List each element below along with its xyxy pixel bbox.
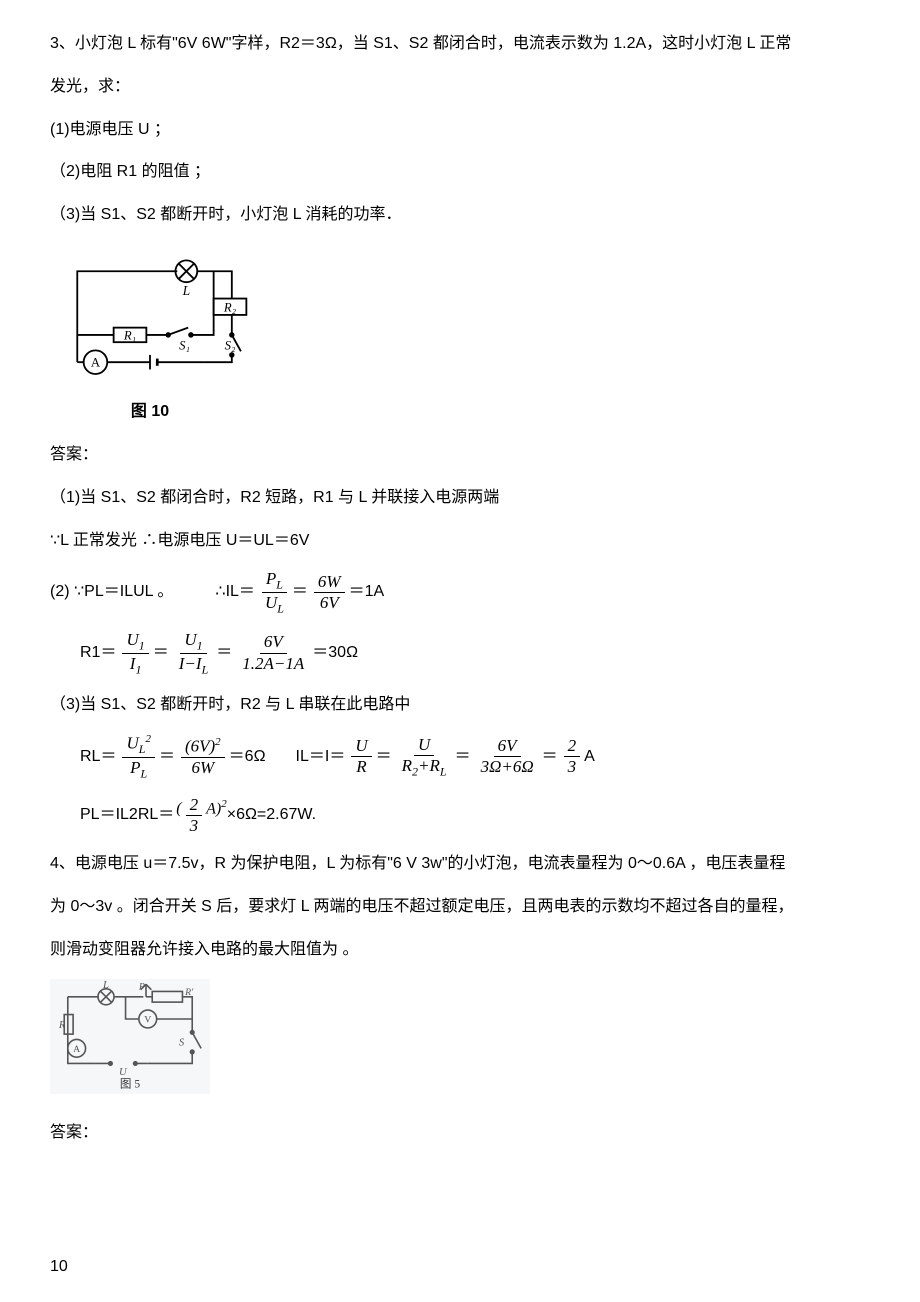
q3-answer-label: 答案： <box>50 441 870 470</box>
page-number: 10 <box>50 1253 68 1282</box>
circuit-diagram-1: R₂ R₁ S₁ S₂ L A <box>50 244 250 389</box>
q3-sol3-rl-il: RL＝ UL2 PL ＝ (6V)2 6W ＝6Ω IL＝I＝ U R ＝ U … <box>80 733 870 780</box>
svg-text:L: L <box>182 283 191 298</box>
rl-tail: ＝6Ω <box>229 743 266 772</box>
circuit-diagram-2: A R L P R' V <box>50 979 210 1095</box>
frac-pl-ul: PL UL <box>261 569 288 616</box>
svg-text:S₁: S₁ <box>179 338 190 352</box>
frac-2-3: 2 3 <box>564 736 581 778</box>
frac-6v2-6w: (6V)2 6W <box>181 736 225 778</box>
frac-u1-iil: U1 I−IL <box>175 630 212 677</box>
svg-text:A: A <box>73 1044 80 1055</box>
r1-lead: R1＝ <box>80 639 116 668</box>
svg-text:R₂: R₂ <box>223 300 237 314</box>
figure-10-caption: 图 10 <box>50 398 250 427</box>
eq1: ＝ <box>292 578 308 607</box>
frac-ul2-pl: UL2 PL <box>122 733 154 780</box>
figure-10: R₂ R₁ S₁ S₂ L A <box>50 244 870 427</box>
q3-part3: （3)当 S1、S2 都断开时，小灯泡 L 消耗的功率． <box>50 201 870 230</box>
frac-6v-12-1: 6V 1.2A−1A <box>238 632 308 674</box>
frac-u1-i1: U1 I1 <box>122 630 148 677</box>
q3-sol2-tail: ＝1A <box>349 578 385 607</box>
q3-sol3-pl: PL＝IL2RL＝ ( 2 3 A)2 ×6Ω=2.67W. <box>80 795 870 837</box>
svg-text:S₂: S₂ <box>225 338 236 352</box>
q3-sol1: （1)当 S1、S2 都闭合时，R2 短路，R1 与 L 并联接入电源两端 <box>50 484 870 513</box>
q4-stem-line1: 4、电源电压 u＝7.5v，R 为保护电阻，L 为标有"6 V 3w"的小灯泡，… <box>50 850 870 879</box>
svg-text:U: U <box>119 1067 128 1078</box>
svg-text:R₁: R₁ <box>123 328 136 342</box>
rl-lead: RL＝ <box>80 743 116 772</box>
pl-lead: PL＝IL2RL＝ <box>80 801 174 830</box>
r1-tail: ＝30Ω <box>312 639 358 668</box>
frac-6v-36: 6V 3Ω+6Ω <box>477 736 538 778</box>
frac-23-inner: 2 3 <box>186 795 203 837</box>
frac-u-r2rl: U R2+RL <box>398 735 451 779</box>
figure-5-caption-svg: 图 5 <box>120 1077 140 1090</box>
q3-sol3-head: （3)当 S1、S2 都断开时，R2 与 L 串联在此电路中 <box>50 691 870 720</box>
q3-stem-line1: 3、小灯泡 L 标有"6V 6W"字样，R2＝3Ω，当 S1、S2 都闭合时，电… <box>50 30 870 59</box>
pl-tail: ×6Ω=2.67W. <box>227 801 316 830</box>
q4-stem-line3: 则滑动变阻器允许接入电路的最大阻值为 。 <box>50 936 870 965</box>
q3-sol1b: ∵L 正常发光 ∴电源电压 U＝UL＝6V <box>50 527 870 556</box>
q3-stem-line2: 发光，求： <box>50 73 870 102</box>
il-lead: IL＝I＝ <box>296 743 346 772</box>
frac-6w-6v: 6W 6V <box>314 572 345 614</box>
q4-answer-label: 答案： <box>50 1119 870 1148</box>
q3-sol2-il: ∴IL＝ <box>215 578 255 607</box>
q3-sol2-lead: (2) ∵PL＝ILUL 。 <box>50 578 173 607</box>
svg-text:A: A <box>91 356 101 370</box>
q3-part2: （2)电阻 R1 的阻值 ； <box>50 158 870 187</box>
frac-u-r: U R <box>351 736 371 778</box>
il-tail: A <box>584 743 595 772</box>
figure-5: A R L P R' V <box>50 979 870 1105</box>
q3-part1: (1)电源电压 U ； <box>50 116 870 145</box>
svg-text:R: R <box>58 1020 66 1031</box>
svg-text:L: L <box>102 980 109 991</box>
q3-sol2-line1: (2) ∵PL＝ILUL 。 ∴IL＝ PL UL ＝ 6W 6V ＝1A <box>50 569 870 616</box>
q3-sol2-r1: R1＝ U1 I1 ＝ U1 I−IL ＝ 6V 1.2A−1A ＝30Ω <box>80 630 870 677</box>
q4-stem-line2: 为 0～3v 。闭合开关 S 后，要求灯 L 两端的电压不超过额定电压，且两电表… <box>50 893 870 922</box>
svg-text:V: V <box>144 1014 151 1025</box>
svg-text:S: S <box>179 1037 185 1048</box>
svg-text:P: P <box>138 981 145 992</box>
